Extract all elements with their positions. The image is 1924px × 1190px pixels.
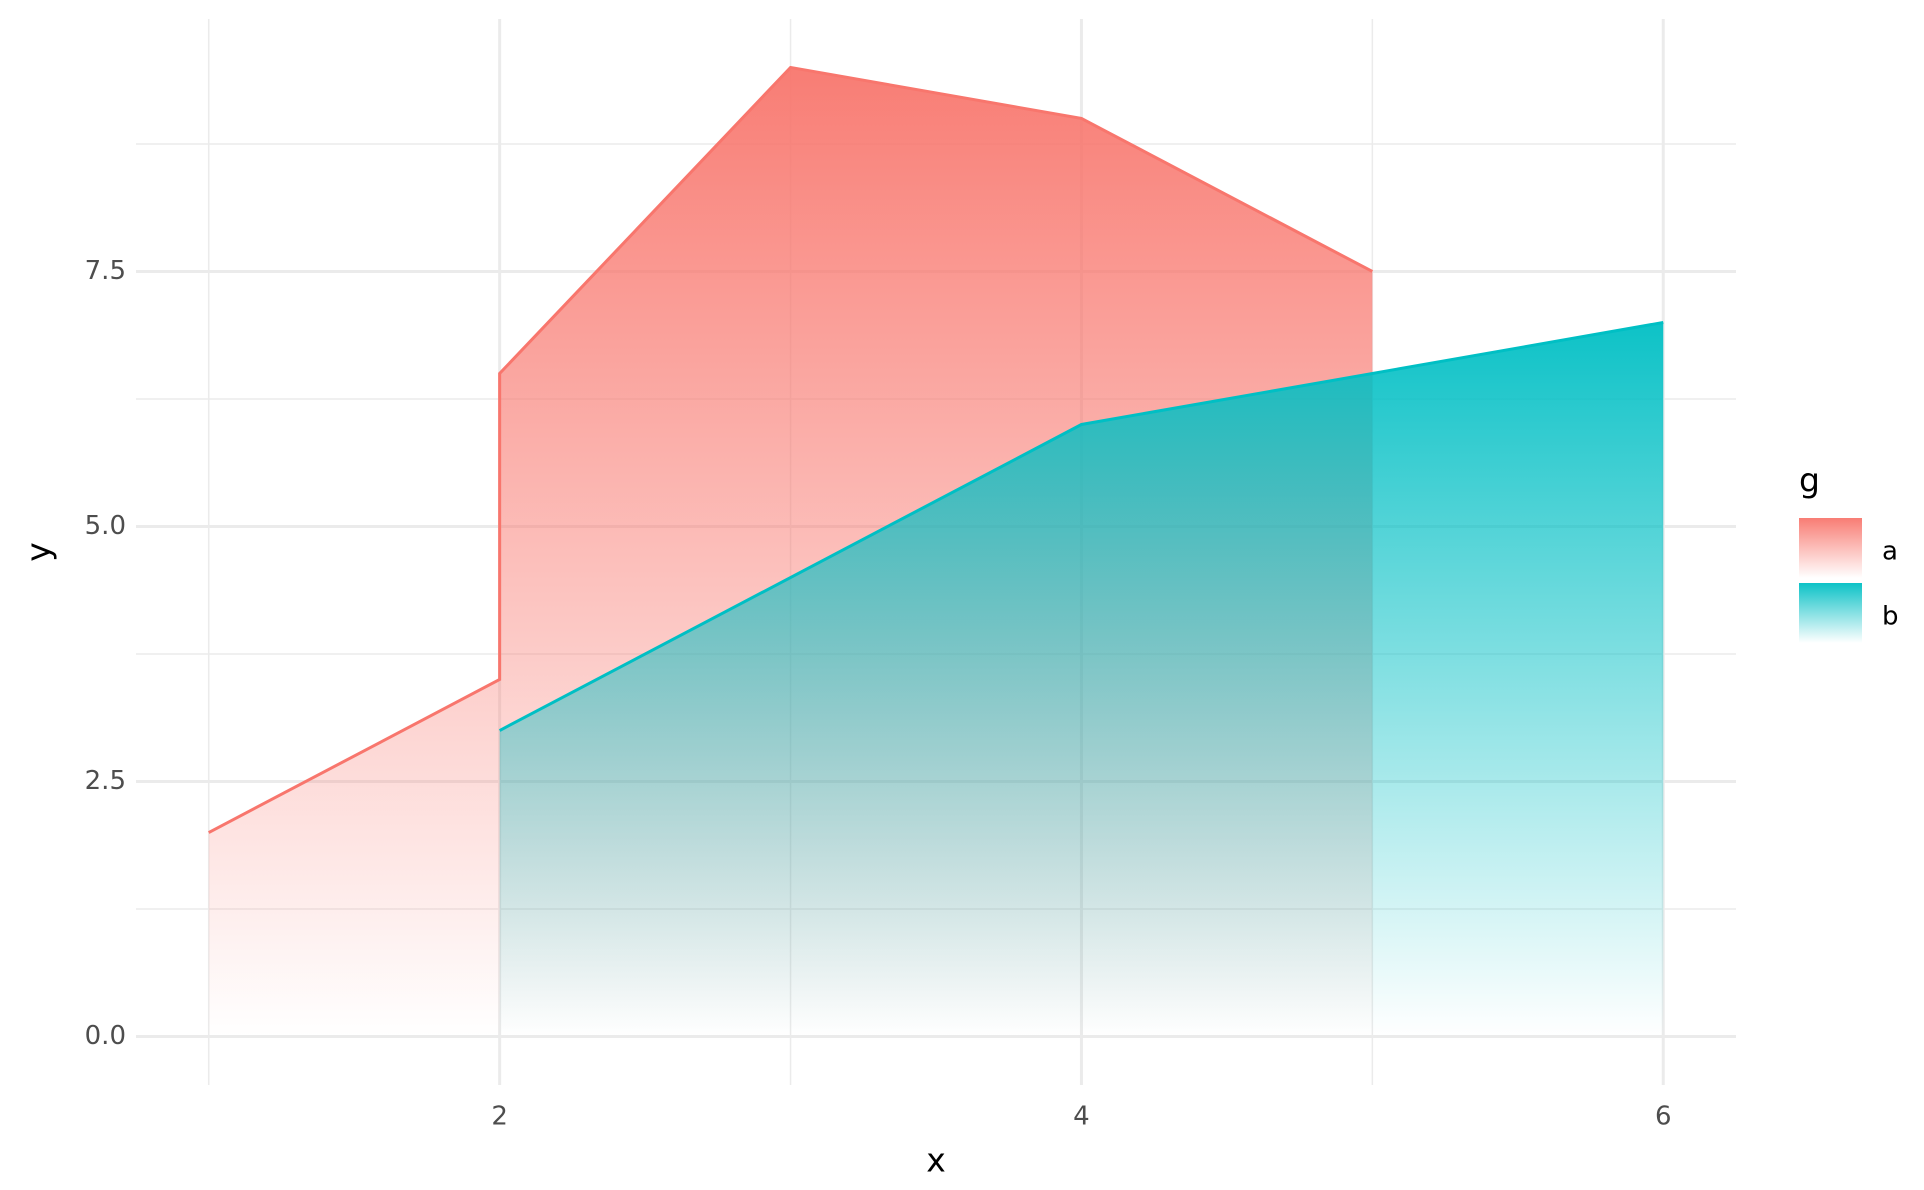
legend-key <box>1799 518 1862 578</box>
y-tick-label: 5.0 <box>85 511 126 541</box>
x-axis-title: x <box>926 1141 946 1180</box>
area-line <box>208 65 1374 834</box>
y-tick-label: 0.0 <box>85 1021 126 1051</box>
area-line <box>498 321 1664 732</box>
legend-title: g <box>1799 461 1820 500</box>
y-tick-label: 2.5 <box>85 766 126 796</box>
x-tick-label: 4 <box>1073 1102 1090 1132</box>
x-tick-label: 2 <box>491 1102 508 1132</box>
area <box>499 322 1664 1037</box>
legend-key <box>1799 583 1862 643</box>
y-tick-label: 7.5 <box>85 256 126 286</box>
y-axis-title: y <box>19 542 58 562</box>
legend-label: a <box>1882 537 1898 567</box>
legend-label: b <box>1882 602 1899 632</box>
x-tick-label: 6 <box>1655 1102 1672 1132</box>
